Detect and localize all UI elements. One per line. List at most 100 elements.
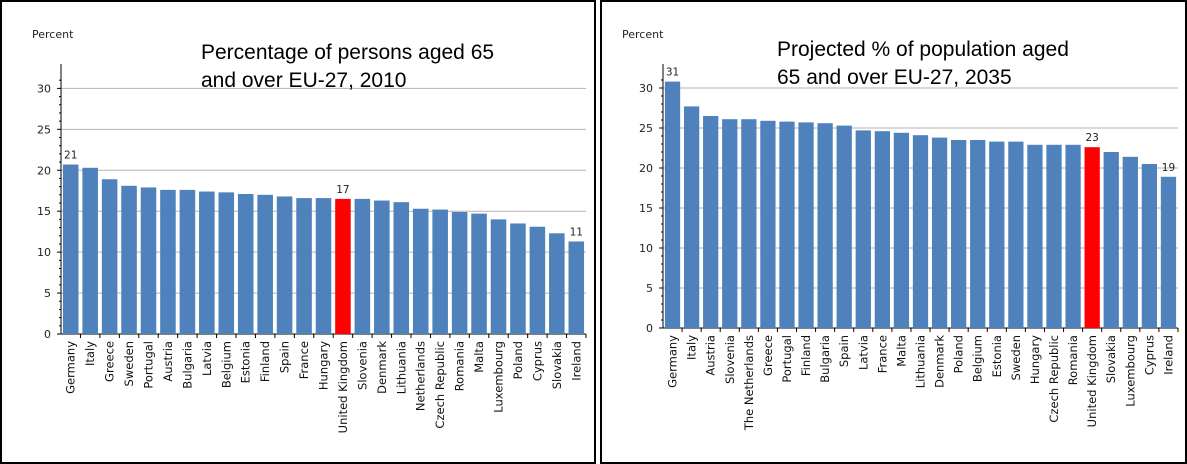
chart-2010-bar-portugal [140,187,157,334]
chart-2035-category-label: Malta [894,335,908,367]
chart-2035-category-label: Sweden [1009,335,1023,380]
chart-2035-category-label: Ireland [1161,335,1175,375]
chart-2035-bar-latvia [855,130,871,328]
chart-2010-bar-slovenia [354,198,371,334]
chart-2010-bar-estonia [237,193,254,334]
chart-2035-y-tick-label: 10 [639,242,653,255]
chart-2010-bar-luxembourg [490,219,507,334]
chart-2035-bar-germany [664,81,681,328]
chart-2010-category-label: Malta [472,341,486,373]
chart-2010-bar-united-kingdom [335,198,351,334]
chart-2035-category-label: Romania [1066,335,1080,385]
chart-2035-category-label: Hungary [1028,335,1042,384]
chart-2010-category-label: United Kingdom [336,341,350,433]
chart-2035-bar-czech-republic [1046,144,1062,328]
chart-2035-bar-portugal [779,121,795,328]
chart-2010-category-label: Austria [161,341,175,382]
chart-2035-category-label: Germany [666,335,680,388]
chart-2010-category-label: Netherlands [414,341,428,411]
chart-panel-2035: 0 5 10 15 20 25 30 Percent Germany Italy Austria Sl… [600,0,1187,464]
chart-2010-category-label: Spain [278,341,292,373]
chart-2035-data-label: 23 [1085,132,1098,144]
chart-2010-bar-spain [276,196,293,334]
chart-2010-bar-cyprus [529,226,546,334]
chart-2035-category-label: Denmark [933,335,947,388]
chart-2010-category-label: Finland [258,341,272,382]
chart-2035-y-tick-label: 5 [646,282,653,295]
chart-2010-bar-bulgaria [179,189,196,334]
chart-2035-bar-hungary [1027,144,1043,328]
chart-2010-title: Percentage of persons aged 65 and over E… [201,41,495,92]
chart-2035-y-tick-label: 25 [639,122,653,135]
chart-2035-bar-the-netherlands [741,119,757,328]
chart-2010-category-label: Lithuania [394,341,408,394]
chart-2010-y-tick-label: 5 [44,287,51,300]
chart-2035-data-label: 31 [666,67,679,79]
chart-2010-bar-romania [451,212,468,334]
chart-2035-category-label: Lithuania [914,335,928,388]
chart-2035-category-label: Czech Republic [1047,335,1061,423]
chart-2010-category-label: Estonia [239,341,253,383]
chart-2035-category-label: France [875,335,889,373]
chart-2035-category-label: Slovakia [1104,335,1118,383]
chart-2035-category-label: Italy [685,335,699,360]
chart-2010-category-label: Luxembourg [492,341,506,413]
chart-2035-category-label: The Netherlands [742,335,756,431]
chart-2010-category-label: Bulgaria [180,341,194,389]
chart-2035-bar-lithuania [912,135,929,328]
chart-2010-svg: 0 5 10 15 20 25 30 Percent Germany Italy Greece Swe… [32,28,587,433]
chart-2010-bar-slovakia [549,233,565,334]
chart-panel-2010: 0 5 10 15 20 25 30 Percent Germany Italy Greece Swe… [0,0,596,464]
chart-2035-bar-slovenia [722,119,738,328]
chart-2035-bar-poland [951,140,967,328]
chart-2010-bar-denmark [374,200,390,334]
chart-2010-y-tick-label: 0 [44,328,51,341]
chart-2010-category-label: Slovakia [550,341,564,389]
chart-2035-bar-belgium [970,140,986,328]
chart-2010-category-label: Sweden [122,341,136,386]
chart-2035-y-tick-label: 0 [646,322,653,335]
chart-2010-category-label: Belgium [219,341,233,388]
chart-2035-category-label: Finland [799,335,813,376]
chart-2035-category-label: Greece [761,335,775,376]
chart-2035-bar-spain [836,125,852,328]
chart-2035-svg: 0 5 10 15 20 25 30 Percent Germany Italy Austria Sl… [622,28,1179,431]
chart-2035-category-label: Poland [952,335,966,373]
chart-2010-category-label: Italy [83,341,97,366]
chart-2035-bar-france [874,131,890,328]
chart-2035-bar-austria [703,116,719,328]
chart-2035-category-label: Austria [704,335,718,376]
chart-2010-bar-latvia [199,191,215,334]
chart-2010-category-label: Ireland [569,341,583,381]
chart-2035-category-label: United Kingdom [1085,335,1099,427]
chart-2035-bar-cyprus [1141,164,1158,328]
chart-2010-bar-greece [101,179,118,334]
chart-2035-category-label: Spain [837,335,851,367]
chart-2035-category-label: Estonia [990,335,1004,377]
chart-2035-bar-finland [798,122,814,329]
chart-2010-bar-malta [471,213,487,334]
chart-2035-bar-estonia [989,141,1005,328]
chart-2010-category-label: Czech Republic [433,341,447,429]
chart-2010-category-label: Hungary [317,341,331,390]
chart-2010-bar-france [296,198,312,334]
chart-2035-category-label: Cyprus [1142,335,1156,375]
chart-2035-category-label: Latvia [856,335,870,370]
chart-2035-bar-denmark [931,137,948,328]
chart-2035-bar-luxembourg [1122,156,1138,328]
chart-2010-category-label: France [297,341,311,379]
chart-2010-bar-finland [257,194,273,334]
chart-2010-bar-ireland [568,241,585,334]
chart-2035-bar-malta [893,132,910,328]
chart-2010-bar-austria [160,189,176,334]
chart-2010-data-label: 21 [64,150,77,162]
chart-2010-y-axis-label: Percent [32,28,74,41]
chart-2010-category-label: Portugal [142,341,156,389]
chart-2035-y-tick-label: 20 [639,162,653,175]
chart-2035-category-label: Belgium [971,335,985,382]
chart-2035-y-tick-label: 30 [639,82,653,95]
chart-2010-y-tick-label: 20 [37,164,51,177]
chart-2035-bar-ireland [1160,176,1177,328]
chart-2035-category-label: Slovenia [723,335,737,384]
chart-2035-bar-slovakia [1103,152,1119,328]
